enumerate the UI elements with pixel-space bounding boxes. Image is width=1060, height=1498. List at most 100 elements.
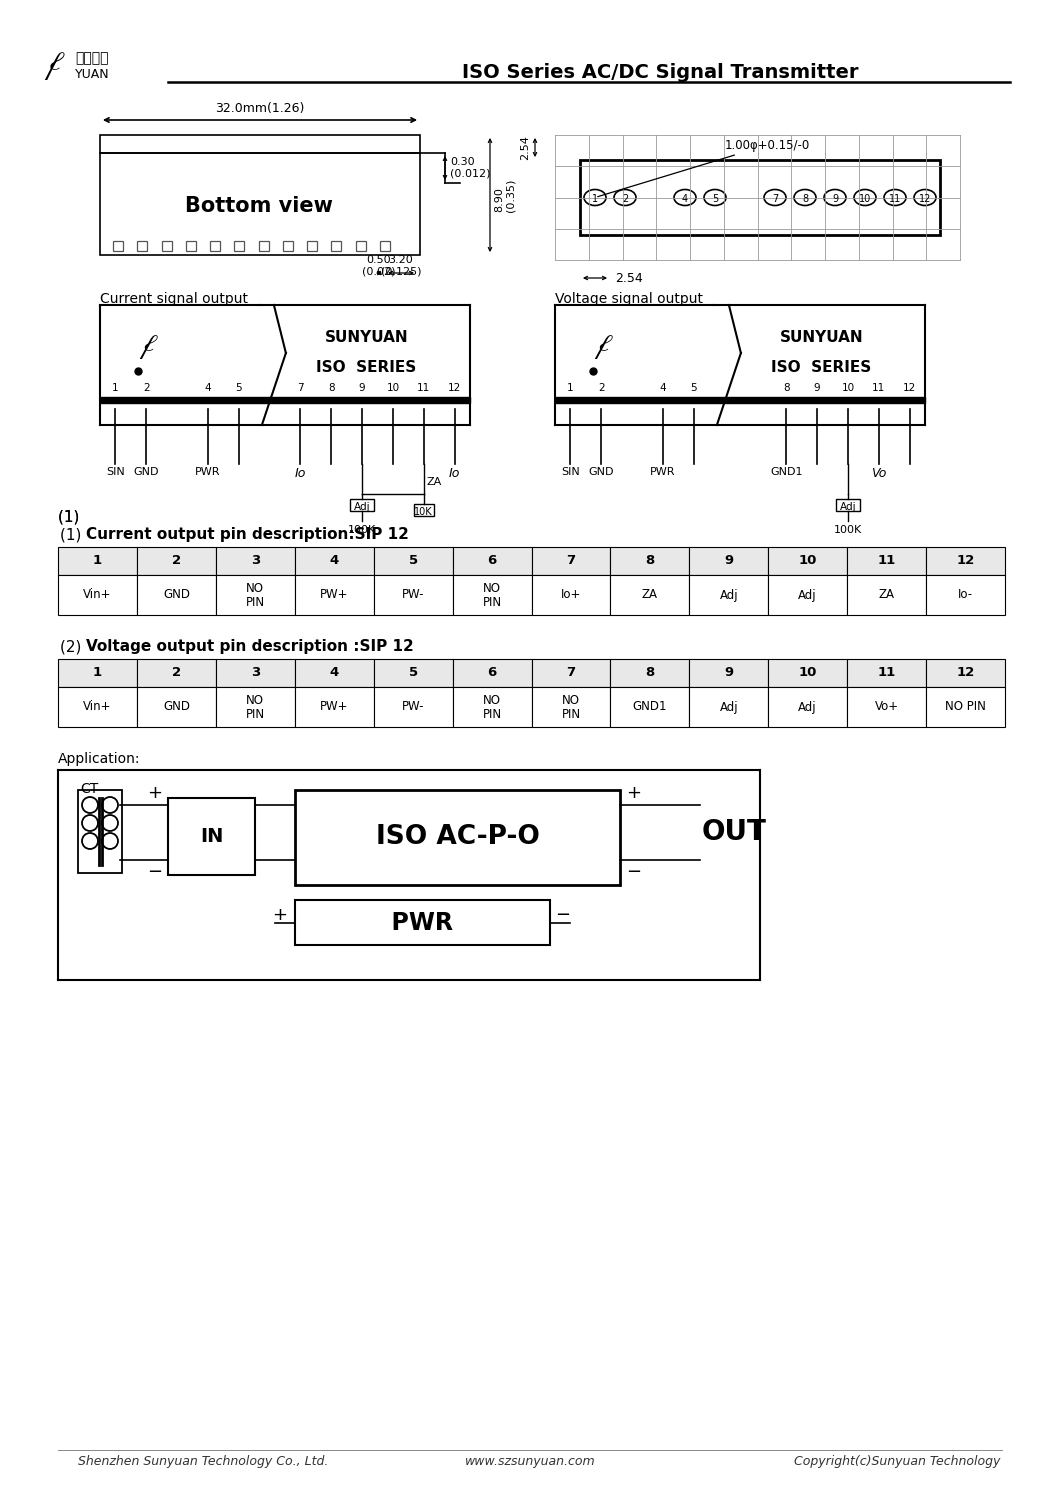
Text: Io: Io	[295, 467, 306, 479]
Text: −: −	[147, 863, 162, 881]
Bar	[768, 688, 847, 727]
Text: 2.54: 2.54	[520, 135, 530, 160]
Bar	[926, 575, 1005, 616]
Bar	[847, 575, 926, 616]
Text: Vo: Vo	[871, 467, 886, 479]
Text: 11: 11	[878, 554, 896, 568]
Text: ISO Series AC/DC Signal Transmitter: ISO Series AC/DC Signal Transmitter	[462, 63, 859, 81]
Bar	[453, 547, 531, 575]
Bar	[926, 547, 1005, 575]
Text: 7: 7	[772, 195, 778, 205]
Text: (1): (1)	[60, 527, 86, 542]
Bar	[611, 688, 689, 727]
Bar	[100, 135, 420, 153]
Text: 5: 5	[712, 195, 718, 205]
Text: 2: 2	[598, 383, 604, 392]
Bar	[374, 547, 453, 575]
Text: +: +	[147, 783, 162, 801]
Text: GND: GND	[163, 589, 190, 602]
Text: Voltage signal output: Voltage signal output	[555, 292, 703, 306]
Text: Current signal output: Current signal output	[100, 292, 248, 306]
Text: 1.00φ+0.15/-0: 1.00φ+0.15/-0	[598, 138, 810, 196]
Text: 12: 12	[903, 383, 916, 392]
Text: 5: 5	[235, 383, 242, 392]
Text: 9: 9	[724, 667, 734, 680]
Bar	[113, 241, 123, 252]
Text: Vin+: Vin+	[83, 589, 111, 602]
Bar	[374, 575, 453, 616]
Text: +: +	[272, 906, 287, 924]
Text: 2: 2	[172, 667, 181, 680]
Text: Vo+: Vo+	[874, 701, 899, 713]
Bar	[836, 499, 860, 511]
Text: ISO  SERIES: ISO SERIES	[316, 360, 417, 374]
Text: 2: 2	[143, 383, 149, 392]
Text: 8: 8	[802, 195, 808, 205]
Text: SUNYUAN: SUNYUAN	[779, 330, 863, 345]
Text: NO: NO	[562, 694, 580, 707]
Bar	[216, 575, 295, 616]
Bar	[689, 659, 768, 688]
Text: 8: 8	[646, 554, 654, 568]
Text: 1: 1	[93, 667, 102, 680]
Text: 4: 4	[330, 667, 339, 680]
Bar	[210, 241, 220, 252]
Text: Application:: Application:	[58, 752, 141, 765]
Text: SUNYUAN: SUNYUAN	[324, 330, 408, 345]
Text: 4: 4	[205, 383, 211, 392]
Bar	[100, 397, 470, 403]
Text: (2): (2)	[60, 640, 86, 655]
Text: 10: 10	[842, 383, 854, 392]
Text: Io: Io	[448, 467, 460, 479]
Text: −: −	[555, 906, 570, 924]
Text: NO: NO	[246, 694, 264, 707]
Bar	[58, 547, 137, 575]
Text: NO: NO	[246, 581, 264, 595]
Bar	[100, 153, 420, 255]
Text: 2: 2	[622, 195, 629, 205]
Bar	[216, 547, 295, 575]
Text: 9: 9	[724, 554, 734, 568]
Bar	[161, 241, 172, 252]
Bar	[186, 241, 196, 252]
Text: 12: 12	[956, 554, 974, 568]
Bar	[259, 241, 268, 252]
Text: OUT: OUT	[702, 818, 766, 846]
Text: Current output pin description:SIP 12: Current output pin description:SIP 12	[86, 527, 409, 542]
Text: 12: 12	[448, 383, 461, 392]
Bar	[847, 659, 926, 688]
Text: $\mathscr{f}$: $\mathscr{f}$	[42, 49, 66, 82]
Text: NO: NO	[483, 581, 501, 595]
Bar	[138, 241, 147, 252]
Bar	[611, 575, 689, 616]
Text: PWR: PWR	[195, 467, 220, 476]
Bar	[356, 241, 366, 252]
Text: 7: 7	[297, 383, 304, 392]
Bar	[531, 575, 611, 616]
Bar	[453, 688, 531, 727]
Text: $\mathscr{f}$: $\mathscr{f}$	[138, 333, 158, 361]
Text: PIN: PIN	[482, 709, 501, 722]
Bar	[234, 241, 245, 252]
Text: NO: NO	[483, 694, 501, 707]
Text: Voltage output pin description :SIP 12: Voltage output pin description :SIP 12	[86, 640, 413, 655]
Bar	[295, 900, 550, 945]
Bar	[847, 547, 926, 575]
Text: 6: 6	[488, 554, 497, 568]
Text: 1: 1	[112, 383, 119, 392]
Text: PIN: PIN	[246, 596, 265, 610]
Text: 0.30
(0.012): 0.30 (0.012)	[450, 157, 491, 178]
Text: 9: 9	[814, 383, 820, 392]
Bar	[137, 547, 216, 575]
Text: 送源科技: 送源科技	[75, 51, 108, 64]
Text: 10: 10	[798, 667, 817, 680]
Text: 5: 5	[408, 554, 418, 568]
Bar	[137, 659, 216, 688]
Text: (1): (1)	[58, 509, 84, 524]
Text: YUAN: YUAN	[75, 67, 109, 81]
Bar	[332, 241, 341, 252]
Text: 3: 3	[250, 667, 260, 680]
Text: GND: GND	[588, 467, 614, 476]
Bar	[295, 547, 374, 575]
Bar	[283, 241, 293, 252]
